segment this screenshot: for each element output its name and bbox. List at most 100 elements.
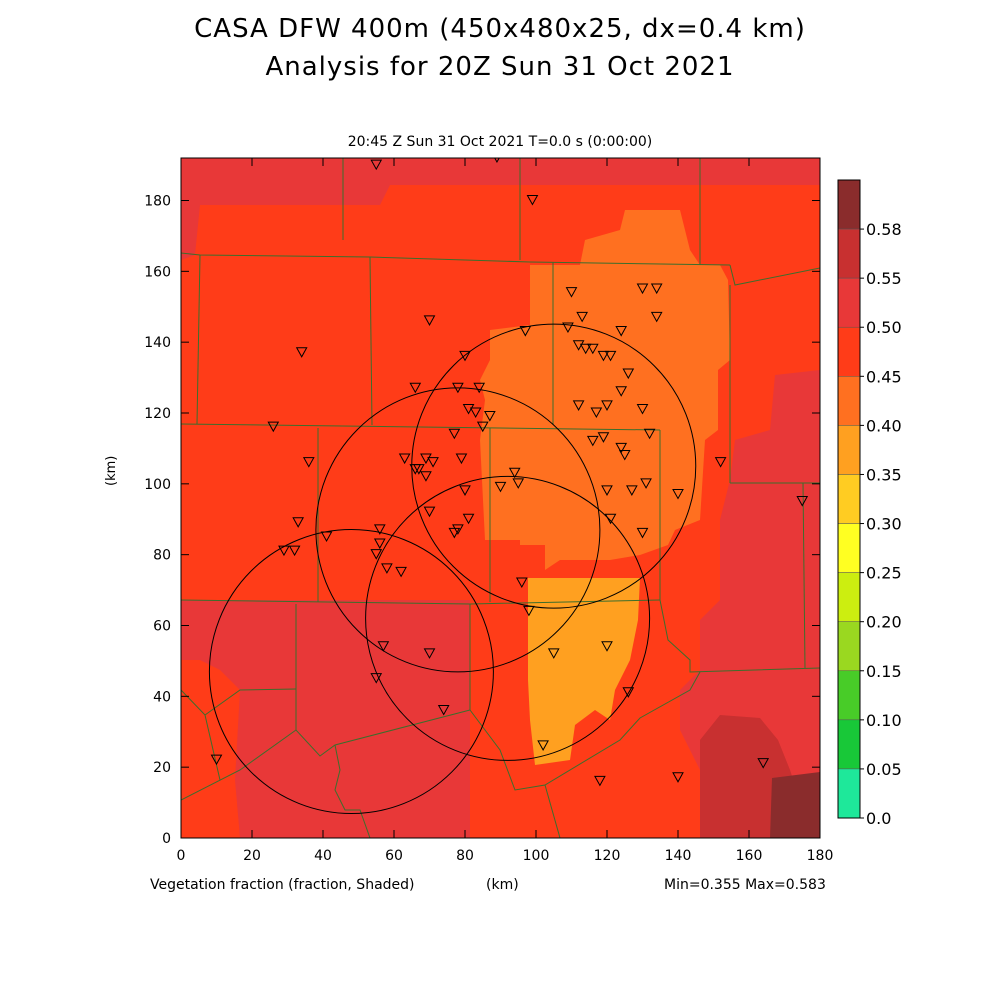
station-marker <box>601 641 613 652</box>
station-marker <box>618 450 631 461</box>
y-tick-label: 0 <box>162 831 171 847</box>
station-marker <box>267 421 280 433</box>
x-axis: 0 20 40 60 80 100 120 140 160 180 <box>177 158 834 864</box>
station-marker <box>636 403 649 415</box>
min-max-label: Min=0.355 Max=0.583 <box>664 877 826 893</box>
station-marker <box>452 382 464 394</box>
colorbar-swatch <box>837 670 861 721</box>
station-marker <box>796 496 809 507</box>
station-marker <box>597 350 610 362</box>
station-marker <box>615 326 628 337</box>
station-marker <box>512 478 525 489</box>
y-tick-label: 80 <box>153 548 171 564</box>
station-marker <box>643 428 656 440</box>
station-marker <box>576 311 588 323</box>
x-tick-label: 140 <box>665 848 692 864</box>
x-tick-label: 120 <box>594 848 621 864</box>
y-axis-unit: (km) <box>104 455 119 486</box>
map-title: CASA DFW 400m (450x480x25, dx=0.4 km) <box>194 14 806 44</box>
station-marker <box>437 705 450 716</box>
station-marker <box>452 524 464 535</box>
county-boundaries <box>181 158 820 838</box>
colorbar-swatch <box>837 572 861 622</box>
colorbar-label: 0.25 <box>866 564 902 583</box>
colorbar-label: 0.40 <box>866 416 902 435</box>
station-marker <box>427 457 439 468</box>
x-tick-label: 20 <box>243 848 261 864</box>
station-marker <box>636 527 649 539</box>
station-marker <box>597 432 610 443</box>
station-marker <box>650 283 663 295</box>
x-tick-label: 80 <box>456 848 474 864</box>
colorbar-label: 0.10 <box>866 711 902 730</box>
station-marker <box>601 400 613 411</box>
y-tick-label: 160 <box>144 264 171 280</box>
station-marker <box>526 195 539 206</box>
station-marker <box>622 368 635 380</box>
station-marker <box>537 740 549 751</box>
station-marker <box>409 382 422 394</box>
colorbar-swatch <box>837 768 861 819</box>
station-marker <box>604 513 617 525</box>
colorbar-swatch <box>837 376 861 426</box>
colorbar-swatch <box>837 621 861 672</box>
station-marker <box>562 322 574 334</box>
station-marker <box>650 311 663 323</box>
colorbar-label: 0.30 <box>866 515 902 534</box>
colorbar-label: 0.35 <box>866 465 902 484</box>
station-marker <box>462 513 475 525</box>
y-tick-label: 120 <box>144 406 171 422</box>
colorbar-swatch <box>837 719 861 770</box>
station-marker <box>373 538 386 550</box>
y-axis: 0 20 40 60 80 100 120 140 160 180 <box>144 194 820 847</box>
station-marker <box>320 531 333 542</box>
station-marker <box>714 457 727 468</box>
colorbar-swatch <box>837 277 861 328</box>
station-marker <box>519 326 532 337</box>
x-tick-label: 40 <box>314 848 332 864</box>
station-marker <box>373 524 386 535</box>
x-tick-label: 180 <box>807 848 834 864</box>
station-marker <box>672 488 684 500</box>
station-marker <box>590 407 603 419</box>
colorbar-label: 0.45 <box>866 367 902 386</box>
station-marker <box>594 775 606 787</box>
station-marker <box>448 527 461 539</box>
station-marker <box>636 283 649 295</box>
colorbar-label: 0.0 <box>866 809 891 828</box>
station-marker <box>459 485 471 496</box>
station-markers <box>210 158 809 787</box>
colorbar-swatch <box>837 326 861 377</box>
colorbar-label: 0.05 <box>866 760 902 779</box>
y-tick-label: 100 <box>144 477 171 493</box>
station-marker <box>469 407 482 419</box>
radar-range-ring <box>365 475 651 761</box>
station-marker <box>586 435 599 447</box>
station-marker <box>579 343 592 355</box>
station-marker <box>586 343 599 355</box>
y-tick-label: 180 <box>144 194 171 210</box>
plot-frame <box>180 157 821 839</box>
station-marker <box>370 549 383 560</box>
station-marker <box>640 478 652 489</box>
station-marker <box>210 754 223 766</box>
station-marker <box>672 772 684 783</box>
station-marker <box>615 442 628 454</box>
colorbar-swatch <box>837 425 861 475</box>
station-marker <box>292 517 304 528</box>
colorbar-swatch <box>837 474 861 524</box>
station-marker <box>278 545 290 557</box>
colorbar: 0.0 0.05 0.10 0.15 0.20 0.25 0.30 0.35 0.40 0.45 0… <box>837 179 902 828</box>
station-marker <box>459 350 471 362</box>
map-subtitle: Analysis for 20Z Sun 31 Oct 2021 <box>265 52 735 82</box>
station-marker <box>398 453 411 465</box>
station-marker <box>604 350 617 362</box>
station-marker <box>547 648 560 659</box>
station-marker <box>381 563 393 574</box>
colorbar-frame <box>837 179 861 819</box>
x-tick-label: 60 <box>385 848 403 864</box>
station-marker <box>413 464 425 475</box>
station-marker <box>622 687 635 698</box>
station-marker <box>572 400 585 411</box>
